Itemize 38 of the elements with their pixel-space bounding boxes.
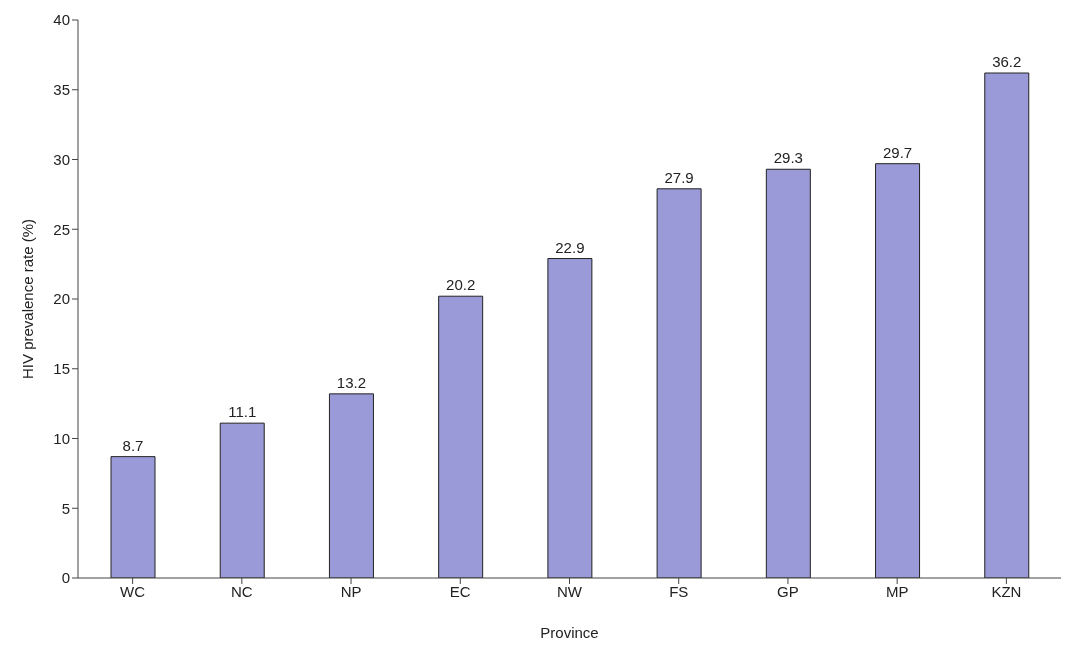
y-tick-label: 0 xyxy=(61,569,70,587)
y-tick-label: 25 xyxy=(53,220,70,238)
data-label: 29.3 xyxy=(773,149,803,167)
x-tick-label: EC xyxy=(449,582,471,600)
data-label: 11.1 xyxy=(228,403,257,421)
bar xyxy=(875,163,921,578)
bar xyxy=(656,188,702,578)
x-axis-title: Province xyxy=(540,624,599,641)
data-label: 29.7 xyxy=(882,143,913,161)
y-tick-label: 30 xyxy=(53,150,70,168)
data-label: 22.9 xyxy=(555,238,585,256)
data-label: 36.2 xyxy=(992,53,1022,71)
x-tick-label: KZN xyxy=(991,582,1022,600)
bar xyxy=(765,168,811,578)
bar xyxy=(547,258,593,578)
y-tick-label: 15 xyxy=(53,360,70,378)
data-label: 8.7 xyxy=(122,436,144,454)
y-axis-title: HIV prevalence rate (%) xyxy=(19,218,37,380)
x-tick-label: NW xyxy=(557,582,583,600)
bar xyxy=(984,72,1030,578)
x-tick-label: NP xyxy=(340,582,362,600)
x-tick-label: WC xyxy=(120,582,146,600)
x-tick-label: NC xyxy=(231,582,253,600)
y-tick-label: 10 xyxy=(53,429,70,447)
bar xyxy=(219,422,265,578)
bar xyxy=(110,456,156,578)
data-label: 20.2 xyxy=(446,276,476,294)
bar xyxy=(328,393,374,578)
x-tick-label: GP xyxy=(777,582,799,600)
x-tick-label: FS xyxy=(669,582,689,600)
y-tick-label: 35 xyxy=(53,81,70,99)
y-tick-label: 5 xyxy=(61,499,70,517)
y-tick-label: 20 xyxy=(53,290,70,308)
bar xyxy=(438,295,484,578)
data-label: 13.2 xyxy=(336,373,367,391)
data-label: 27.9 xyxy=(664,168,694,186)
y-tick-label: 40 xyxy=(53,11,70,29)
x-tick-label: MP xyxy=(885,582,909,600)
